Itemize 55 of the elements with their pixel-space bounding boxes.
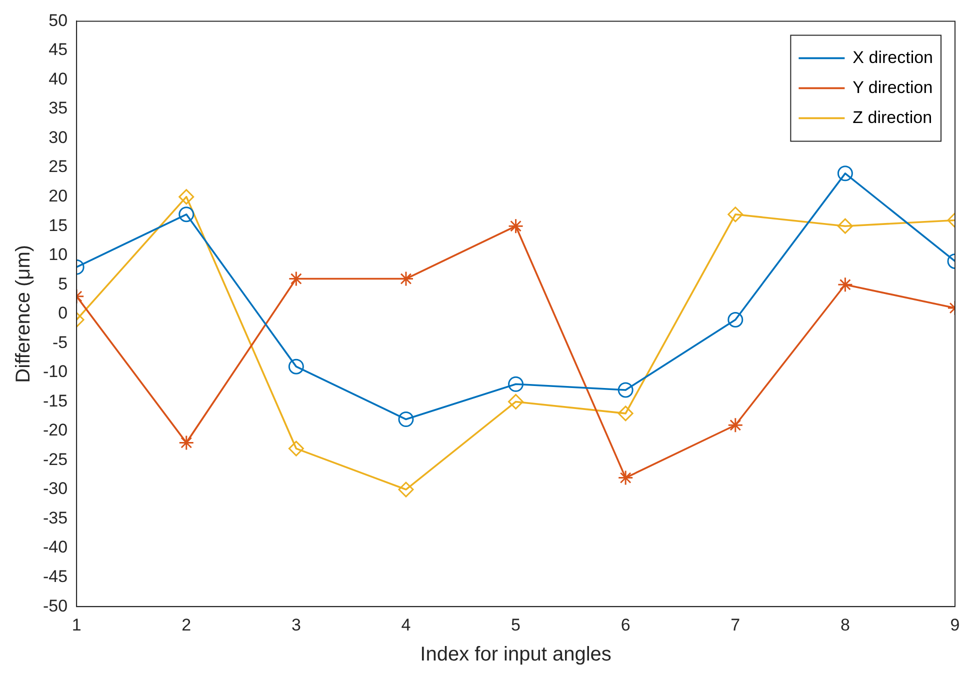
point: [508, 394, 524, 410]
point: [508, 376, 524, 392]
y-tick-label: 45: [48, 40, 68, 60]
y-tick-label: -5: [52, 332, 68, 352]
x-tick-label: 5: [511, 615, 521, 634]
y-tick-label: 15: [48, 216, 68, 235]
x-tick-label: 4: [401, 615, 411, 634]
y-tick-label: 20: [48, 186, 68, 206]
point: [288, 358, 304, 374]
point: [398, 482, 414, 498]
y-tick-label: -10: [42, 362, 68, 382]
x-tick-label: 1: [72, 615, 82, 634]
y-tick-label: -35: [42, 508, 68, 528]
point: [837, 276, 853, 292]
y-tick-label: -20: [42, 420, 68, 440]
point: [837, 166, 853, 182]
y-tick-label: 50: [48, 10, 68, 30]
point: [618, 382, 634, 398]
point: [618, 470, 634, 486]
y-tick-label: -45: [42, 567, 68, 586]
legend-label: X direction: [852, 48, 934, 67]
y-tick-label: 0: [58, 304, 68, 323]
y-tick-label: -50: [42, 596, 68, 616]
legend-label: Z direction: [852, 108, 932, 127]
point: [288, 271, 304, 287]
point: [178, 206, 194, 222]
y-tick-label: 10: [48, 245, 68, 264]
point: [398, 412, 414, 428]
x-axis-title: Index for input angles: [420, 644, 612, 666]
y-tick-label: 35: [48, 98, 68, 118]
point: [178, 189, 194, 205]
y-tick-label: 40: [48, 69, 68, 88]
y-tick-label: 25: [48, 157, 68, 176]
point: [178, 434, 194, 450]
y-tick-label: -40: [42, 538, 68, 557]
point: [508, 218, 524, 234]
y-tick-label: 5: [58, 274, 68, 294]
point: [728, 417, 744, 433]
legend-label: Y direction: [852, 78, 933, 97]
x-tick-label: 6: [620, 615, 630, 634]
x-tick-label: 2: [182, 615, 192, 634]
x-tick-label: 9: [950, 615, 960, 634]
y-tick-label: -25: [42, 450, 68, 469]
point: [728, 312, 744, 328]
x-tick-label: 8: [840, 615, 850, 634]
y-axis-title: Difference (μm): [12, 244, 35, 383]
point: [728, 206, 744, 222]
point: [837, 218, 853, 234]
point: [618, 406, 634, 422]
x-tick-label: 3: [291, 615, 301, 634]
y-tick-label: -30: [42, 479, 68, 498]
point: [288, 440, 304, 456]
y-tick-label: 30: [48, 128, 68, 147]
x-tick-label: 7: [730, 615, 740, 634]
y-tick-label: -15: [42, 391, 68, 410]
